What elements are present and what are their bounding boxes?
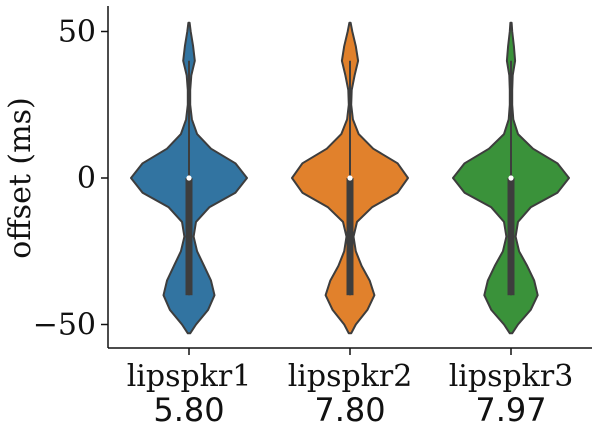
median-dot-lipspkr1 (186, 175, 192, 181)
score-label: 5.80 (153, 391, 224, 429)
y-ticks: 50 0 −50 (33, 15, 108, 343)
median-dot-lipspkr3 (508, 175, 514, 181)
iqr-box-lipspkr3 (507, 178, 515, 296)
y-tick-label: −50 (33, 308, 96, 343)
violins-layer (130, 21, 570, 335)
score-label: 7.97 (475, 391, 546, 429)
score-label: 7.80 (314, 391, 385, 429)
x-tick-label: lipspkr3 (449, 359, 574, 394)
y-tick-label: 50 (58, 15, 96, 50)
y-tick-label: 0 (77, 161, 96, 196)
iqr-box-lipspkr2 (346, 178, 354, 296)
y-axis-label: offset (ms) (3, 97, 38, 258)
x-tick-label: lipspkr2 (288, 359, 413, 394)
iqr-box-lipspkr1 (185, 178, 193, 296)
x-tick-label: lipspkr1 (127, 359, 252, 394)
median-dot-lipspkr2 (347, 175, 353, 181)
